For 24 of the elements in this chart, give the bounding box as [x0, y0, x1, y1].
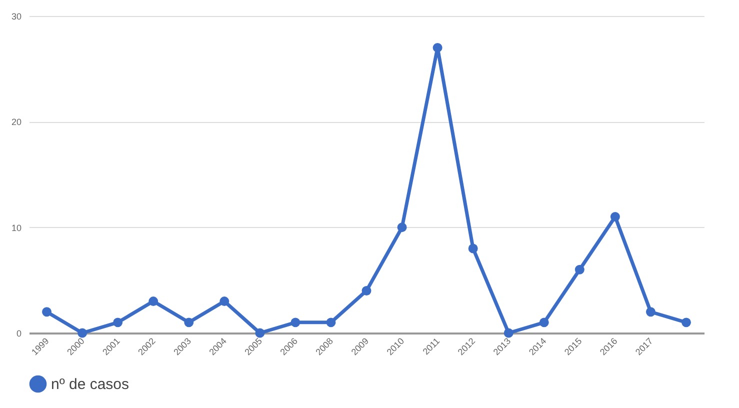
- point: [681, 318, 691, 328]
- legend-label: nº de casos: [51, 376, 130, 393]
- point: [326, 318, 336, 328]
- point: [362, 286, 372, 296]
- y-tick-label: 30: [11, 12, 22, 22]
- point: [646, 307, 656, 317]
- point: [290, 318, 300, 328]
- point: [78, 328, 88, 338]
- point: [148, 296, 158, 306]
- y-tick-label: 0: [16, 328, 22, 338]
- y-tick-label: 20: [11, 117, 22, 128]
- point: [255, 328, 265, 338]
- point: [539, 318, 549, 328]
- point: [468, 244, 478, 254]
- point: [432, 42, 442, 52]
- point: [397, 222, 407, 232]
- point: [113, 318, 123, 328]
- point: [610, 212, 620, 222]
- point: [42, 307, 52, 317]
- point: [574, 264, 584, 274]
- point: [184, 318, 194, 328]
- y-tick-label: 10: [11, 222, 22, 233]
- point: [220, 296, 230, 306]
- point: [504, 328, 514, 338]
